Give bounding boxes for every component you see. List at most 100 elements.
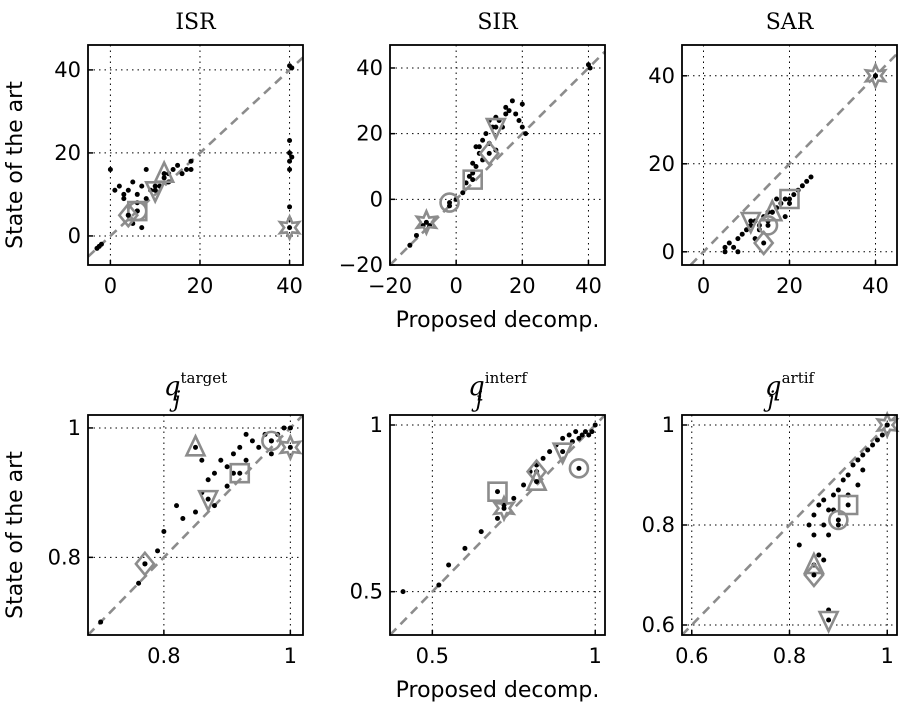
axes-frame [389,44,606,266]
highlight-circle-marker [828,509,849,531]
x-tick-label: 20 [776,274,803,298]
highlight-center-point [287,225,293,231]
highlight-center-point [576,465,582,471]
data-point [826,507,832,513]
x-tick-label: 20 [187,274,214,298]
data-point [540,455,546,461]
data-point [211,503,217,509]
data-point [787,200,792,206]
data-point [116,183,122,189]
data-point [791,192,797,198]
highlight-circle-marker [126,200,148,222]
data-point [855,457,861,463]
data-point [483,131,489,137]
highlight-square-marker [229,462,251,484]
data-point [180,516,186,522]
data-point [237,444,243,450]
data-point [576,435,582,441]
highlight-center-point [884,422,890,428]
highlight-center-point [873,73,878,79]
y-tick-label: 40 [648,64,675,88]
data-point [473,163,479,169]
data-point [287,158,293,164]
data-point [806,522,812,528]
data-point [287,137,293,143]
data-point [523,131,529,137]
scatter-panel-2: −20 0 20 40 −20 0 20 40 SIR Proposed decomp. [339,10,606,333]
y-tick-label: 0.8 [48,545,81,569]
data-point [98,619,104,625]
highlight-circle-marker [568,458,590,479]
identity-line [87,414,304,636]
highlight-center-point [845,502,851,508]
highlight-center-point [493,124,499,130]
y-tick-label: 0.6 [642,613,675,637]
data-point [136,580,142,586]
data-point [835,522,841,528]
highlight-circle-marker [757,215,779,236]
data-point [509,98,515,104]
scatter-panel-1: 0 20 40 0 20 40 ISR State of the art [3,10,304,298]
data-point [446,562,452,568]
highlight-center-point [161,171,167,177]
highlight-center-point [268,438,274,444]
data-point [586,432,592,438]
x-tick-label: 20 [509,274,536,298]
highlight-center-point [237,470,243,476]
data-point [243,431,249,437]
data-point [731,244,737,250]
data-point [170,167,176,173]
data-point [589,429,595,435]
data-point [224,464,230,470]
x-tick-label: 0 [697,274,710,298]
data-point [143,167,149,173]
data-point [287,150,293,156]
data-point [821,522,827,528]
data-point [796,542,802,548]
highlight-center-point [769,209,775,215]
highlight-triangle-down-marker [484,117,507,142]
highlight-triangle-up-marker [184,433,207,457]
y-tick-label: 40 [356,56,383,80]
data-point [193,509,198,515]
x-tick-label: 0 [449,274,462,298]
panel-title: ISR [175,10,217,35]
data-point [582,429,588,435]
highlight-center-point [287,444,293,450]
data-point [821,557,827,563]
data-point [98,241,104,247]
highlight-circle-marker [439,192,460,213]
data-point [811,512,817,518]
highlight-star-marker [863,61,888,91]
x-tick-label: 0.8 [773,644,806,668]
data-point [230,470,236,476]
data-point [870,442,876,448]
data-point [121,191,127,197]
highlight-center-point [761,240,767,246]
data-point [811,532,817,538]
data-point [230,451,236,457]
data-point [143,196,149,202]
x-axis-label: Proposed decomp. [396,308,600,333]
data-point [519,124,525,130]
data-point [860,467,866,473]
data-point [874,437,880,443]
axes-frame [87,414,304,636]
y-tick-label: 0.8 [642,513,675,537]
highlight-star-marker [414,208,439,237]
data-point [287,204,293,210]
data-point [519,101,525,107]
y-tick-label: 1 [662,413,675,437]
data-point [473,144,479,150]
y-tick-label: 0 [68,224,81,248]
highlight-center-point [125,212,131,218]
data-point [547,449,553,455]
panel-title: qtarget [164,369,227,402]
y-tick-label: 0 [662,240,675,264]
highlight-triangle-down-marker [197,489,220,514]
data-point [804,178,810,184]
identity-line [681,414,898,636]
highlight-center-point [811,572,817,578]
